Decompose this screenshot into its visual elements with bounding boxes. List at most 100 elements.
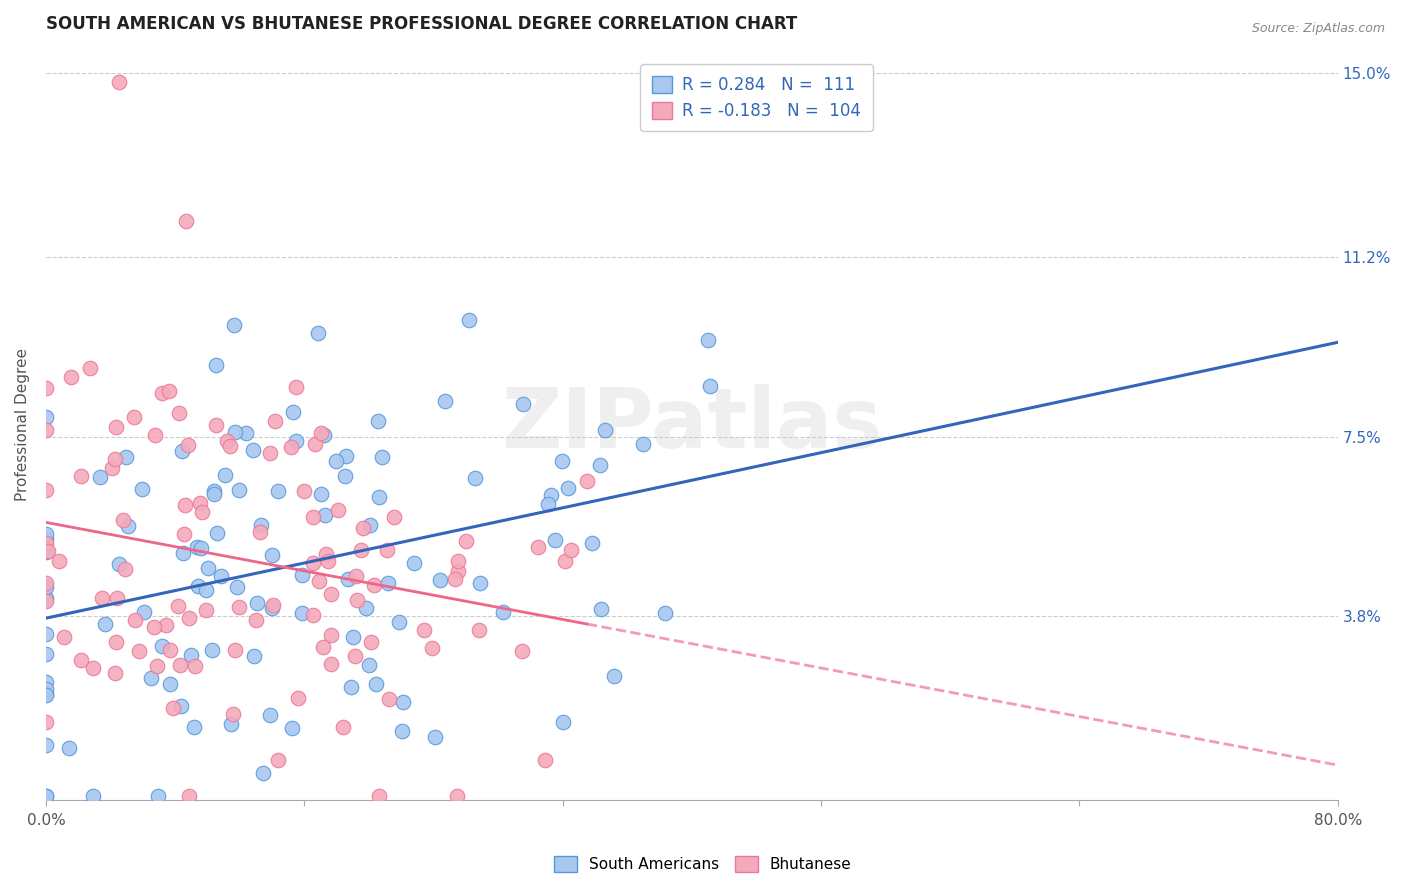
Point	[309, 425, 332, 440]
Point	[167, 407, 190, 421]
Point	[209, 568, 232, 582]
Point	[356, 600, 378, 615]
Legend: South Americans, Bhutanese: South Americans, Bhutanese	[547, 848, 859, 880]
Point	[534, 753, 557, 767]
Point	[250, 517, 273, 532]
Point	[249, 525, 271, 540]
Point	[132, 606, 155, 620]
Point	[69, 652, 91, 666]
Point	[177, 789, 200, 803]
Point	[309, 487, 332, 501]
Point	[287, 690, 309, 705]
Point	[174, 214, 197, 228]
Point	[108, 75, 131, 89]
Point	[301, 510, 323, 524]
Point	[314, 508, 336, 523]
Point	[37, 544, 59, 558]
Point	[190, 541, 212, 556]
Point	[581, 536, 603, 550]
Point	[375, 543, 398, 558]
Point	[184, 658, 207, 673]
Point	[259, 446, 281, 460]
Point	[202, 487, 225, 501]
Point	[446, 789, 468, 803]
Point	[340, 680, 363, 694]
Point	[35, 681, 58, 696]
Point	[527, 540, 550, 554]
Point	[35, 594, 58, 608]
Point	[346, 593, 368, 607]
Point	[219, 717, 242, 731]
Point	[35, 545, 58, 559]
Point	[35, 483, 58, 497]
Point	[35, 647, 58, 661]
Point	[371, 450, 394, 465]
Point	[267, 753, 290, 767]
Point	[89, 469, 111, 483]
Point	[131, 483, 153, 497]
Point	[359, 518, 381, 533]
Point	[35, 381, 58, 395]
Point	[332, 720, 354, 734]
Point	[177, 438, 200, 452]
Point	[252, 765, 274, 780]
Point	[122, 409, 145, 424]
Point	[316, 554, 339, 568]
Point	[159, 643, 181, 657]
Point	[447, 564, 470, 578]
Point	[177, 610, 200, 624]
Point	[139, 671, 162, 685]
Point	[226, 580, 249, 594]
Point	[352, 521, 374, 535]
Point	[554, 554, 576, 568]
Point	[107, 591, 129, 605]
Point	[267, 483, 290, 498]
Point	[319, 587, 342, 601]
Point	[304, 436, 326, 450]
Point	[454, 534, 477, 549]
Point	[157, 384, 180, 399]
Point	[537, 497, 560, 511]
Point	[150, 385, 173, 400]
Point	[35, 738, 58, 752]
Point	[603, 668, 626, 682]
Point	[467, 624, 489, 638]
Point	[207, 525, 229, 540]
Point	[169, 699, 191, 714]
Point	[319, 657, 342, 671]
Point	[35, 410, 58, 425]
Point	[280, 722, 302, 736]
Point	[591, 601, 613, 615]
Point	[205, 359, 228, 373]
Point	[588, 458, 610, 472]
Point	[368, 490, 391, 504]
Point	[197, 560, 219, 574]
Point	[169, 658, 191, 673]
Point	[104, 665, 127, 680]
Point	[124, 614, 146, 628]
Point	[367, 414, 389, 428]
Point	[115, 450, 138, 464]
Point	[82, 661, 104, 675]
Point	[35, 423, 58, 437]
Point	[377, 575, 399, 590]
Point	[360, 635, 382, 649]
Point	[35, 575, 58, 590]
Point	[575, 474, 598, 488]
Point	[333, 469, 356, 483]
Point	[336, 572, 359, 586]
Point	[48, 554, 70, 568]
Point	[443, 572, 465, 586]
Point	[128, 643, 150, 657]
Point	[388, 615, 411, 630]
Point	[224, 642, 246, 657]
Text: SOUTH AMERICAN VS BHUTANESE PROFESSIONAL DEGREE CORRELATION CHART: SOUTH AMERICAN VS BHUTANESE PROFESSIONAL…	[46, 15, 797, 33]
Point	[228, 599, 250, 614]
Point	[172, 546, 194, 560]
Point	[105, 635, 128, 649]
Point	[146, 659, 169, 673]
Point	[112, 514, 135, 528]
Point	[93, 617, 115, 632]
Point	[35, 535, 58, 549]
Point	[363, 578, 385, 592]
